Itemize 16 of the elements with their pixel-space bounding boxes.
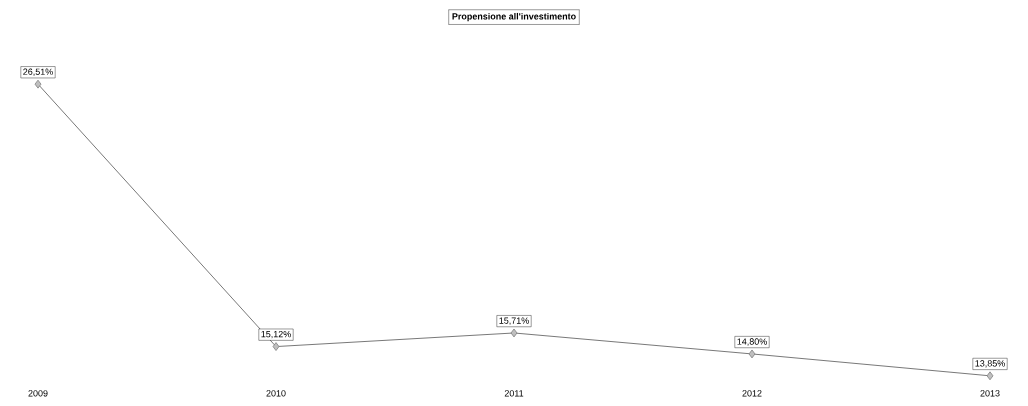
data-label: 15,12% [261, 330, 291, 339]
point [34, 79, 42, 89]
data-label: 26,51% [23, 68, 53, 76]
data-label: 13,85% [975, 360, 1005, 368]
x-tick-label: 2013 [980, 390, 1000, 397]
point [748, 349, 756, 359]
x-tick-label: 2010 [266, 390, 286, 397]
data-label: 14,80% [737, 338, 767, 346]
point [986, 371, 994, 381]
x-tick-label: 2009 [28, 390, 48, 397]
point [272, 342, 280, 351]
data-label: 15,71% [499, 317, 529, 325]
chart-title: Propensione all'investimento [452, 12, 576, 22]
x-tick-label: 2011 [504, 390, 524, 397]
x-tick-label: 2012 [742, 390, 762, 397]
point [510, 328, 518, 338]
